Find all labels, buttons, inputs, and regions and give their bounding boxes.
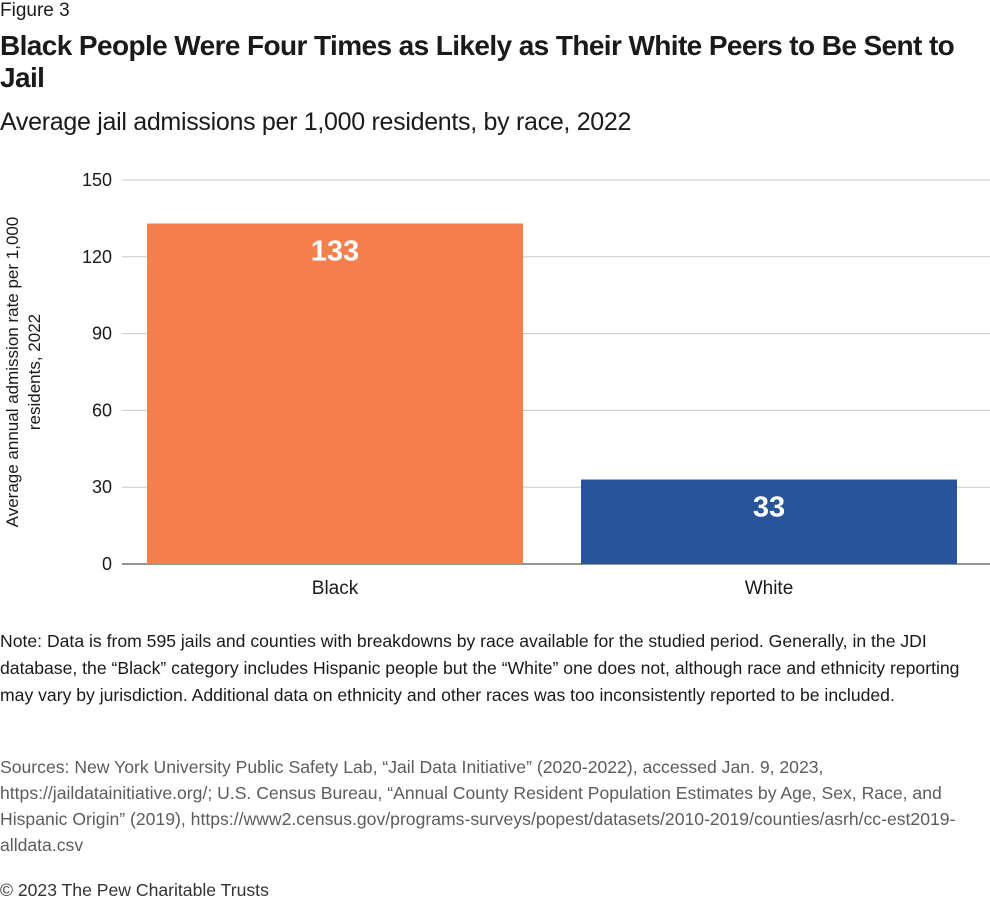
chart-title: Black People Were Four Times as Likely a… bbox=[0, 30, 955, 93]
figure-label: Figure 3 bbox=[0, 0, 70, 21]
bar-black bbox=[147, 223, 523, 564]
y-axis-ticks: 0 30 60 90 120 150 bbox=[82, 170, 112, 574]
x-category-label: Black bbox=[312, 578, 359, 599]
chart-note: Note: Data is from 595 jails and countie… bbox=[0, 631, 960, 705]
bars: 133 33 bbox=[147, 223, 957, 564]
y-tick-label: 120 bbox=[82, 247, 112, 267]
copyright: © 2023 The Pew Charitable Trusts bbox=[0, 880, 269, 900]
y-tick-label: 30 bbox=[92, 477, 112, 497]
data-label-white: 33 bbox=[753, 492, 785, 524]
chart-subtitle: Average jail admissions per 1,000 reside… bbox=[0, 108, 632, 136]
y-tick-label: 0 bbox=[102, 554, 112, 574]
chart-sources: Sources: New York University Public Safe… bbox=[0, 757, 956, 855]
bar-chart: 0 30 60 90 120 150 133 33 Black White bbox=[82, 170, 990, 599]
y-tick-label: 150 bbox=[82, 170, 112, 190]
x-category-label: White bbox=[745, 578, 794, 599]
bar-white bbox=[581, 479, 957, 564]
data-label-black: 133 bbox=[311, 236, 359, 268]
y-tick-label: 60 bbox=[92, 400, 112, 420]
y-tick-label: 90 bbox=[92, 324, 112, 344]
x-axis-categories: Black White bbox=[312, 578, 794, 599]
